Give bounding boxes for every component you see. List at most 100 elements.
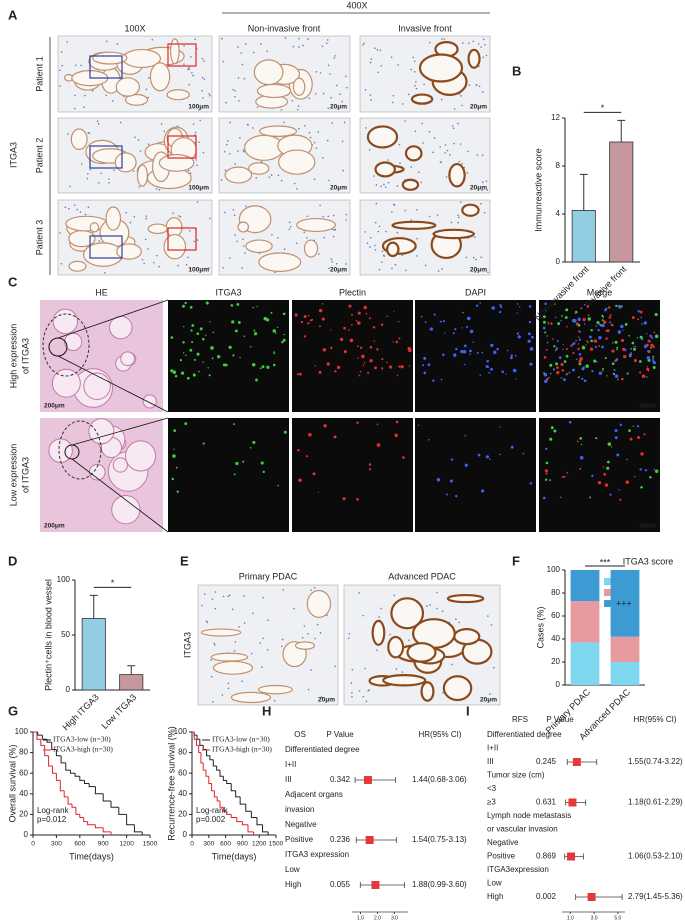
signal [465, 325, 468, 329]
header: DAPI [465, 287, 486, 297]
nucleus [335, 84, 338, 87]
survival-step [41, 735, 48, 740]
signal [282, 312, 286, 316]
x-tick-label: 2.0 [374, 915, 381, 921]
nucleus [260, 43, 262, 45]
signal [628, 353, 633, 357]
survival-step [37, 732, 43, 736]
row-label: III [285, 775, 292, 784]
y-tick-label: 100 [174, 727, 188, 736]
survival-step [202, 745, 207, 751]
nucleus [397, 64, 399, 66]
header: 100X [124, 23, 145, 33]
nucleus [244, 43, 247, 45]
signal [492, 350, 497, 355]
row-label: ITGA3 expression [285, 850, 349, 859]
header: Merge [587, 287, 613, 297]
survival-step [199, 739, 204, 746]
signal [595, 437, 598, 440]
ci-line [355, 837, 398, 843]
nucleus [119, 121, 122, 124]
nucleus [317, 131, 320, 133]
nucleus [298, 37, 300, 40]
nucleus [482, 56, 484, 59]
rotated-label: Cases (%) [535, 606, 545, 648]
nucleus [147, 143, 150, 145]
signal [189, 348, 193, 352]
annotation: Log-rank [37, 806, 70, 815]
nucleus [228, 153, 231, 155]
nucleus [307, 688, 310, 691]
signal [572, 342, 575, 346]
gland [446, 593, 485, 604]
nucleus [76, 208, 79, 211]
x-tick-label: 3.0 [391, 915, 398, 921]
signal [568, 371, 571, 374]
nucleus [362, 614, 364, 617]
nucleus [436, 214, 439, 216]
nucleus [373, 175, 375, 177]
roi-box [167, 43, 197, 67]
nucleus [410, 166, 413, 168]
signal [560, 319, 562, 322]
significance: *** [600, 557, 611, 567]
signal [575, 358, 578, 361]
nucleus [423, 83, 425, 86]
nucleus [59, 85, 61, 87]
hr-label: 1.18(0.61-2.29) [628, 798, 683, 807]
signal [343, 326, 346, 330]
nucleus [412, 56, 415, 59]
nucleus [457, 214, 459, 217]
signal [184, 422, 188, 426]
nucleus [298, 127, 300, 130]
hr-label: 1.55(0.74-3.22) [628, 757, 683, 766]
nucleus [364, 667, 367, 670]
signal [579, 330, 581, 333]
nucleus [387, 159, 390, 161]
signal [499, 426, 502, 428]
signal [190, 329, 193, 332]
signal [633, 347, 637, 351]
nucleus [201, 97, 204, 99]
signal [501, 370, 505, 374]
signal [477, 453, 481, 457]
signal [644, 469, 648, 472]
signal [649, 334, 652, 338]
signal [586, 305, 590, 308]
signal [369, 359, 373, 363]
signal [388, 365, 393, 369]
nucleus [201, 89, 203, 92]
nucleus [141, 258, 144, 261]
signal [259, 367, 262, 370]
signal [516, 332, 520, 335]
signal [543, 373, 548, 377]
signal [208, 374, 211, 377]
signal [653, 331, 656, 334]
nucleus [489, 693, 491, 695]
signal [639, 468, 642, 471]
column-header: P Value [546, 715, 574, 724]
survival-step [60, 755, 66, 764]
gland [245, 239, 273, 253]
nucleus [289, 226, 292, 228]
nucleus [188, 230, 191, 232]
signal [499, 304, 502, 307]
signal [610, 445, 613, 448]
nucleus [108, 181, 110, 184]
nucleus [64, 206, 67, 209]
signal [626, 458, 628, 461]
gland [374, 161, 396, 178]
signal [183, 325, 185, 328]
nucleus [225, 143, 228, 146]
signal [563, 475, 566, 478]
nucleus [223, 150, 226, 153]
nucleus [231, 608, 234, 611]
nucleus [466, 172, 469, 174]
nucleus [476, 84, 478, 86]
signal [577, 336, 580, 338]
nucleus [291, 99, 294, 102]
nucleus [234, 90, 237, 92]
signal [303, 335, 307, 338]
signal [516, 312, 518, 314]
nucleus [458, 216, 460, 219]
